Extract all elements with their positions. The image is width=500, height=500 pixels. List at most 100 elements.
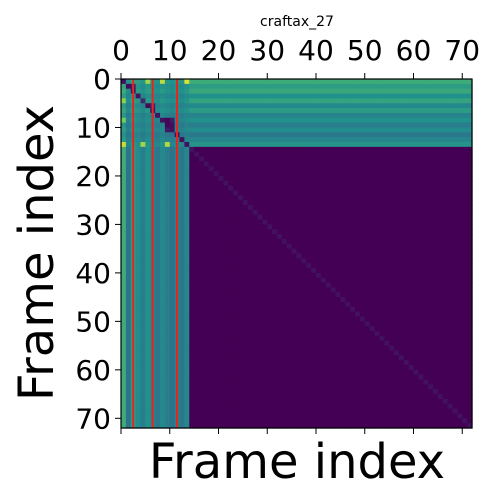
- heatmap-cell: [379, 200, 385, 206]
- heatmap-cell: [291, 263, 298, 269]
- heatmap-cell: [403, 297, 410, 303]
- heatmap-cell: [189, 142, 195, 148]
- heatmap-cell: [335, 355, 341, 361]
- heatmap-cell: [169, 306, 176, 313]
- heatmap-cell: [296, 137, 302, 143]
- heatmap-cell: [413, 108, 419, 114]
- heatmap-cell: [145, 316, 151, 322]
- heatmap-cell: [257, 103, 263, 109]
- heatmap-cell: [140, 258, 146, 264]
- heatmap-cell: [379, 408, 385, 415]
- heatmap-cell: [208, 355, 215, 361]
- heatmap-cell: [233, 166, 239, 172]
- heatmap-cell: [408, 253, 415, 259]
- heatmap-cell: [291, 297, 298, 303]
- heatmap-cell: [394, 195, 400, 201]
- heatmap-cell: [281, 263, 288, 269]
- heatmap-cell: [296, 156, 302, 163]
- heatmap-cell: [257, 175, 263, 182]
- heatmap-cell: [223, 408, 229, 415]
- heatmap-cell: [277, 389, 283, 395]
- heatmap-cell: [423, 83, 429, 90]
- heatmap-cell: [247, 297, 254, 303]
- heatmap-cell: [121, 112, 127, 119]
- heatmap-cell: [135, 146, 142, 153]
- heatmap-cell: [384, 88, 390, 95]
- heatmap-cell: [296, 360, 302, 366]
- heatmap-cell: [281, 200, 288, 206]
- heatmap-cell: [330, 369, 337, 376]
- heatmap-cell: [306, 151, 312, 158]
- heatmap-cell: [247, 248, 254, 255]
- heatmap-cell: [291, 301, 298, 308]
- heatmap-cell: [155, 326, 161, 332]
- heatmap-cell: [179, 340, 185, 347]
- heatmap-cell: [301, 234, 307, 240]
- heatmap-cell: [345, 282, 351, 289]
- heatmap-cell: [389, 297, 395, 303]
- heatmap-cell: [218, 219, 224, 226]
- heatmap-cell: [340, 350, 346, 356]
- heatmap-cell: [262, 166, 268, 172]
- heatmap-cell: [247, 311, 254, 318]
- heatmap-cell: [369, 360, 376, 366]
- heatmap-cell: [325, 253, 332, 259]
- heatmap-cell: [223, 253, 229, 259]
- heatmap-cell: [452, 88, 458, 95]
- heatmap-cell: [394, 156, 400, 163]
- heatmap-cell: [135, 142, 142, 148]
- heatmap-cell: [423, 175, 429, 182]
- heatmap-cell: [457, 151, 463, 158]
- heatmap-cell: [242, 122, 249, 129]
- heatmap-cell: [184, 384, 190, 390]
- heatmap-cell: [194, 360, 200, 366]
- heatmap-cell: [428, 326, 434, 332]
- heatmap-cell: [272, 398, 278, 405]
- heatmap-cell: [164, 384, 171, 390]
- heatmap-cell: [262, 103, 268, 109]
- heatmap-cell: [428, 364, 434, 371]
- heatmap-cell: [384, 369, 390, 376]
- heatmap-cell: [350, 374, 356, 381]
- heatmap-cell: [350, 355, 356, 361]
- heatmap-cell: [218, 408, 224, 415]
- heatmap-cell: [277, 316, 283, 322]
- heatmap-cell: [369, 112, 376, 119]
- heatmap-cell: [247, 316, 254, 322]
- heatmap-cell: [311, 180, 317, 187]
- heatmap-cell: [121, 171, 127, 177]
- heatmap-cell: [252, 219, 259, 226]
- heatmap-cell: [160, 384, 166, 390]
- heatmap-cell: [179, 112, 185, 119]
- heatmap-cell: [281, 355, 288, 361]
- heatmap-cell: [213, 151, 220, 158]
- heatmap-cell: [398, 122, 405, 129]
- heatmap-cell: [374, 93, 380, 99]
- heatmap-cell: [452, 297, 458, 303]
- heatmap-cell: [218, 321, 224, 327]
- heatmap-cell: [125, 132, 132, 138]
- heatmap-cell: [428, 282, 434, 289]
- heatmap-cell: [311, 350, 317, 356]
- heatmap-cell: [169, 161, 176, 167]
- heatmap-cell: [218, 403, 224, 410]
- heatmap-cell: [135, 112, 142, 119]
- heatmap-cell: [213, 277, 220, 284]
- heatmap-cell: [247, 156, 254, 163]
- heatmap-cell: [286, 205, 293, 211]
- heatmap-cell: [286, 253, 293, 259]
- heatmap-cell: [340, 200, 346, 206]
- heatmap-cell: [272, 238, 278, 245]
- heatmap-cell: [335, 389, 341, 395]
- heatmap-cell: [164, 214, 171, 221]
- heatmap-cell: [462, 108, 468, 114]
- heatmap-cell: [364, 88, 371, 95]
- heatmap-cell: [379, 301, 385, 308]
- heatmap-cell: [208, 185, 215, 192]
- heatmap-cell: [179, 117, 185, 124]
- heatmap-cell: [330, 253, 337, 259]
- heatmap-cell: [267, 238, 273, 245]
- heatmap-cell: [306, 355, 312, 361]
- heatmap-cell: [272, 301, 278, 308]
